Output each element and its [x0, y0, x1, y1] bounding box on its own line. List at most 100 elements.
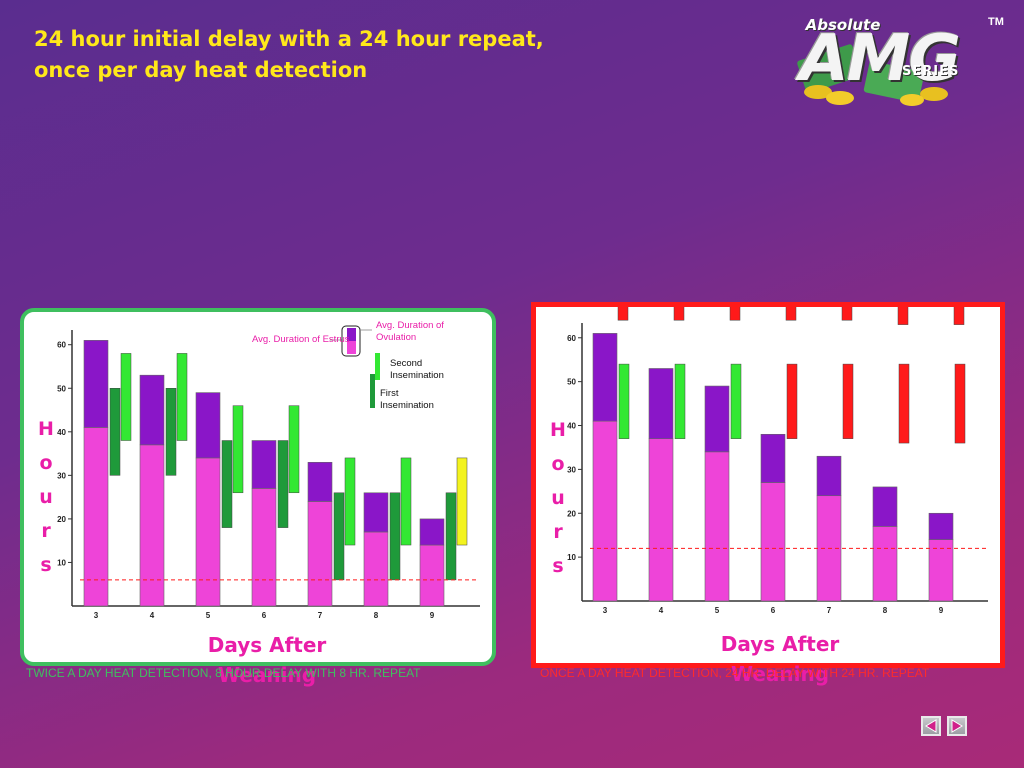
ovulation-bar [251, 440, 277, 489]
y-label-letter: r [41, 520, 51, 542]
logo-series-text: SERIES [902, 64, 960, 79]
ovulation-bar [760, 433, 786, 483]
legend-ovulation-line1: Avg. Duration of [376, 320, 444, 331]
legend-ovulation-swatch [347, 328, 356, 341]
x-label-line2: Weaning [730, 662, 830, 686]
right-chart-caption: ONCE A DAY HEAT DETECTION, 24 HR. DELAY … [540, 666, 930, 680]
left-y-axis-label: H o u r s [36, 412, 56, 582]
x-tick-label: 8 [374, 611, 379, 620]
right-y-axis-label: H o u r s [548, 413, 568, 583]
y-label-letter: r [553, 521, 563, 543]
right-chart: 10 20 30 40 50 60 3 4 5 6 7 8 9 [567, 307, 988, 615]
ovulation-bar [872, 486, 898, 527]
estrus-bar [419, 544, 445, 607]
estrus-bar [928, 539, 954, 602]
insemination-bar [674, 363, 686, 439]
money-stack-icon [797, 44, 948, 106]
insemination-bar [954, 363, 966, 444]
ovulation-bar [139, 374, 165, 446]
insemination-bar [898, 363, 910, 444]
estrus-bar [139, 444, 165, 607]
y-label-letter: u [39, 486, 53, 508]
y-label-letter: o [39, 452, 53, 474]
legend-first-swatch [370, 374, 375, 408]
top-marker-bar [785, 307, 797, 321]
top-marker-bar [841, 307, 853, 321]
x-tick-label: 8 [883, 606, 888, 615]
amg-logo: Absolute AMG SERIES TM [748, 8, 1012, 112]
y-label-letter: u [551, 487, 565, 509]
x-tick-label: 6 [262, 611, 267, 620]
ovulation-bar [195, 392, 221, 459]
legend-ovulation-line2: Ovulation [376, 332, 416, 343]
estrus-bar [872, 526, 898, 602]
x-tick-label: 6 [771, 606, 776, 615]
ovulation-bar [83, 340, 109, 428]
x-tick-label: 9 [939, 606, 944, 615]
y-tick-label: 30 [567, 465, 576, 474]
insemination-bar [786, 363, 798, 439]
left-chart-caption: TWICE A DAY HEAT DETECTION, 8 HOUR DELAY… [26, 666, 421, 680]
first-insemination-bar [277, 440, 289, 528]
second-insemination-bar [120, 353, 132, 441]
right-chart-panel: 10 20 30 40 50 60 3 4 5 6 7 8 9 H o u r s Days After… [531, 302, 1005, 686]
second-insemination-bar [344, 457, 356, 546]
estrus-bar [363, 531, 389, 607]
y-label-letter: H [550, 419, 566, 441]
first-insemination-bar [221, 440, 233, 528]
left-legend: Avg. Duration of Estrus Avg. Duration of… [252, 320, 444, 411]
y-tick-label: 40 [57, 428, 66, 437]
arrow-left-icon [925, 719, 937, 733]
estrus-bar [704, 451, 730, 602]
x-label-line1: Days After [720, 632, 840, 656]
first-insemination-bar [109, 388, 121, 476]
estrus-bar [307, 501, 333, 607]
x-tick-label: 4 [659, 606, 664, 615]
legend-estrus-swatch [347, 341, 356, 354]
estrus-bar [83, 427, 109, 607]
top-marker-bar [729, 307, 741, 321]
y-tick-label: 10 [567, 553, 576, 562]
right-x-axis-label: Days After Weaning [695, 629, 865, 689]
legend-first-line2: Insemination [380, 400, 434, 411]
y-label-letter: o [551, 453, 565, 475]
top-marker-bar [953, 307, 965, 325]
second-insemination-bar [400, 457, 412, 546]
legend-second-line1: Second [390, 358, 422, 369]
estrus-bar [195, 457, 221, 607]
arrow-right-icon [951, 719, 963, 733]
y-tick-label: 50 [567, 378, 576, 387]
first-insemination-bar [333, 492, 345, 581]
ovulation-bar [363, 492, 389, 533]
ovulation-bar [592, 333, 618, 422]
x-tick-label: 3 [603, 606, 608, 615]
ovulation-bar [704, 385, 730, 453]
y-tick-label: 40 [567, 422, 576, 431]
logo-amg-text: AMG [799, 22, 961, 96]
x-tick-label: 5 [206, 611, 211, 620]
insemination-bar [618, 363, 630, 439]
next-slide-button[interactable] [947, 716, 967, 736]
y-label-letter: s [40, 554, 52, 576]
x-tick-label: 5 [715, 606, 720, 615]
top-marker-bar [897, 307, 909, 325]
y-tick-label: 20 [57, 515, 66, 524]
title-line-2: once per day heat detection [34, 58, 368, 82]
x-tick-label: 7 [318, 611, 323, 620]
y-tick-label: 20 [567, 509, 576, 518]
x-tick-label: 3 [94, 611, 99, 620]
top-marker-bar [673, 307, 685, 321]
slide-title: 24 hour initial delay with a 24 hour rep… [34, 24, 594, 86]
x-tick-label: 4 [150, 611, 155, 620]
legend-second-swatch [375, 353, 380, 380]
previous-slide-button[interactable] [921, 716, 941, 736]
insemination-bar [730, 363, 742, 439]
ovulation-bar [307, 461, 333, 502]
legend-estrus-label: Avg. Duration of Estrus [252, 334, 350, 345]
first-insemination-bar [389, 492, 401, 581]
logo-absolute-text: Absolute [805, 16, 881, 34]
x-label-line1: Days After [207, 633, 327, 657]
x-label-line2: Weaning [217, 663, 317, 687]
second-insemination-bar [288, 405, 300, 494]
y-tick-label: 50 [57, 384, 66, 393]
